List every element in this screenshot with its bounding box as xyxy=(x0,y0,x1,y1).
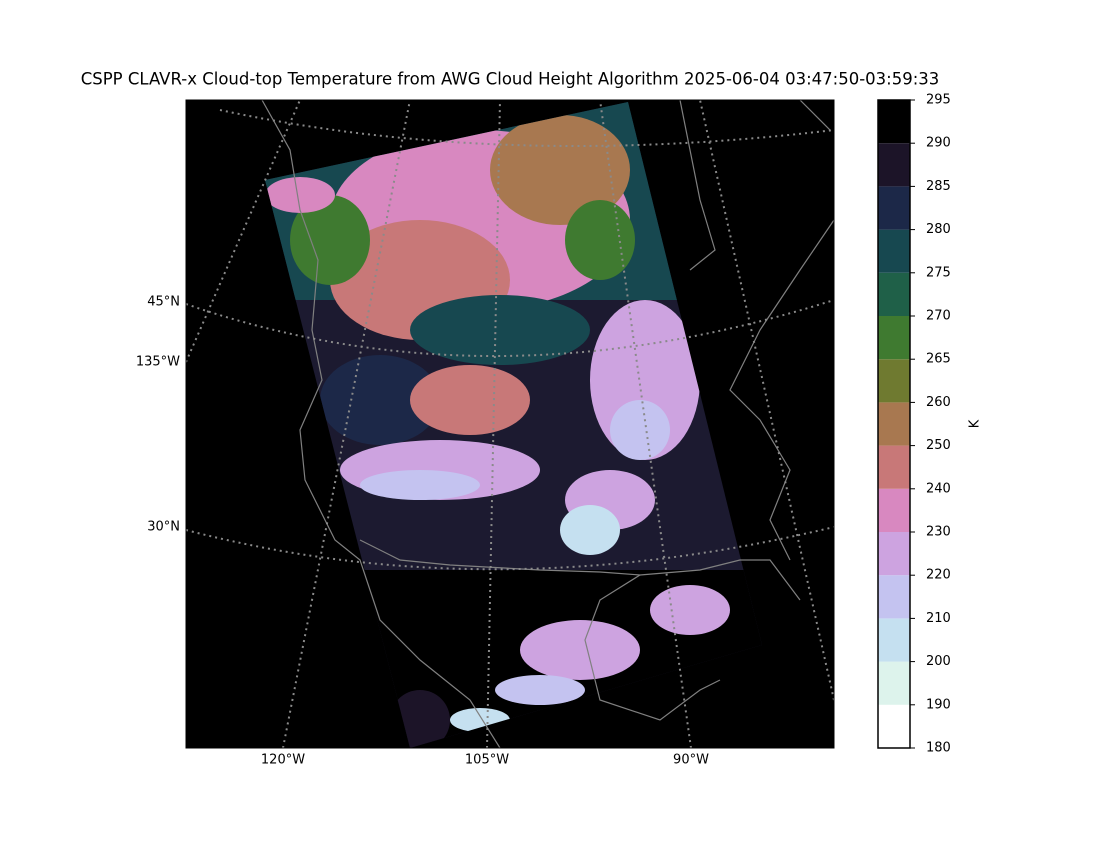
colorbar-segment xyxy=(878,359,910,403)
lon-label: 135°W xyxy=(136,355,180,370)
colorbar-segment xyxy=(878,532,910,576)
title: CSPP CLAVR-x Cloud-top Temperature from … xyxy=(81,70,940,89)
colorbar-segment xyxy=(878,618,910,662)
colorbar-segment xyxy=(878,445,910,489)
colorbar-tick-label: 295 xyxy=(926,93,951,108)
lon-label: 105°W xyxy=(465,753,509,768)
colorbar-tick-label: 270 xyxy=(926,309,951,324)
colorbar-tick-label: 200 xyxy=(926,654,951,669)
colorbar-frame xyxy=(877,99,911,749)
colorbar-segment xyxy=(878,143,910,187)
lon-label: 90°W xyxy=(673,753,709,768)
colorbar-tick-label: 265 xyxy=(926,352,951,367)
graticule xyxy=(186,100,834,748)
colorbar-tick-label: 275 xyxy=(926,265,951,280)
colorbar-label: K xyxy=(968,419,983,428)
colorbar-tick-label: 240 xyxy=(926,481,951,496)
cloud-field xyxy=(265,102,762,748)
colorbar-tick-label: 250 xyxy=(926,438,951,453)
colorbar-segment xyxy=(878,575,910,619)
colorbar: 180 190 200 210 220 230 240 250 260 265 270 275 280 2… xyxy=(877,93,951,756)
colorbar-segment xyxy=(878,661,910,705)
colorbar-tick-label: 210 xyxy=(926,611,951,626)
colorbar-segment xyxy=(878,704,910,748)
colorbar-tick-label: 285 xyxy=(926,179,951,194)
colorbar-segment xyxy=(878,488,910,532)
coastlines xyxy=(261,100,834,748)
colorbar-tick-label: 280 xyxy=(926,222,951,237)
colorbar-tick-label: 290 xyxy=(926,136,951,151)
colorbar-tick-label: 190 xyxy=(926,697,951,712)
colorbar-tick-label: 230 xyxy=(926,525,951,540)
colorbar-segment xyxy=(878,100,910,144)
lat-label: 45°N xyxy=(147,295,180,310)
colorbar-segment xyxy=(878,272,910,316)
colorbar-segment xyxy=(878,229,910,273)
map-frame xyxy=(185,99,835,749)
colorbar-segment xyxy=(878,316,910,360)
lat-label: 30°N xyxy=(147,520,180,535)
colorbar-tick-label: 260 xyxy=(926,395,951,410)
lon-label: 120°W xyxy=(261,753,305,768)
colorbar-segment xyxy=(878,402,910,446)
colorbar-segment xyxy=(878,186,910,230)
colorbar-tick-label: 220 xyxy=(926,568,951,583)
colorbar-tick-label: 180 xyxy=(926,741,951,756)
map: 45°N 135°W 30°N 120°W 105°W 90°W xyxy=(136,99,835,768)
